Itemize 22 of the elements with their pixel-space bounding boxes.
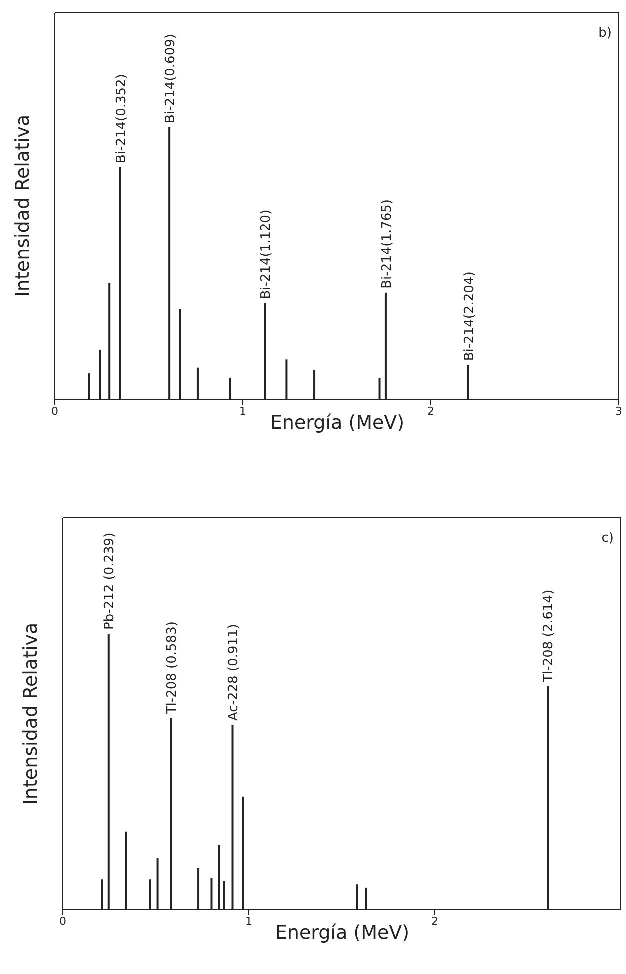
annotation: Bi-214(1.120) [259, 210, 274, 300]
annotation: Bi-214(1.765) [380, 199, 396, 289]
x-tick-label: 2 [428, 404, 434, 418]
x-axis-title: Energía (MeV) [275, 922, 410, 944]
y-axis-title: Intensidad Relativa [12, 114, 34, 298]
annotation: Ac-228 (0.911) [226, 624, 242, 722]
x-tick-label: 2 [432, 914, 438, 928]
x-tick-label: 1 [246, 914, 252, 928]
x-tick-label: 0 [52, 404, 58, 418]
annotation: Bi-214(0.609) [164, 34, 179, 124]
y-axis-title: Intensidad Relativa [20, 622, 42, 805]
annotation: Pb-212 (0.239) [102, 532, 118, 630]
x-tick-label: 3 [616, 404, 622, 418]
chart-title: b) [598, 26, 612, 41]
x-tick-label: 1 [240, 404, 246, 418]
annotation: Bi-214(0.352) [114, 74, 130, 164]
annotation: Bi-214(2.204) [462, 272, 478, 362]
annotation: Tl-208 (0.583) [164, 622, 180, 716]
chart-title: c) [602, 531, 614, 546]
annotation: Tl-208 (2.614) [542, 590, 557, 684]
x-tick-label: 0 [60, 914, 66, 928]
x-axis-title: Energía (MeV) [270, 412, 405, 434]
